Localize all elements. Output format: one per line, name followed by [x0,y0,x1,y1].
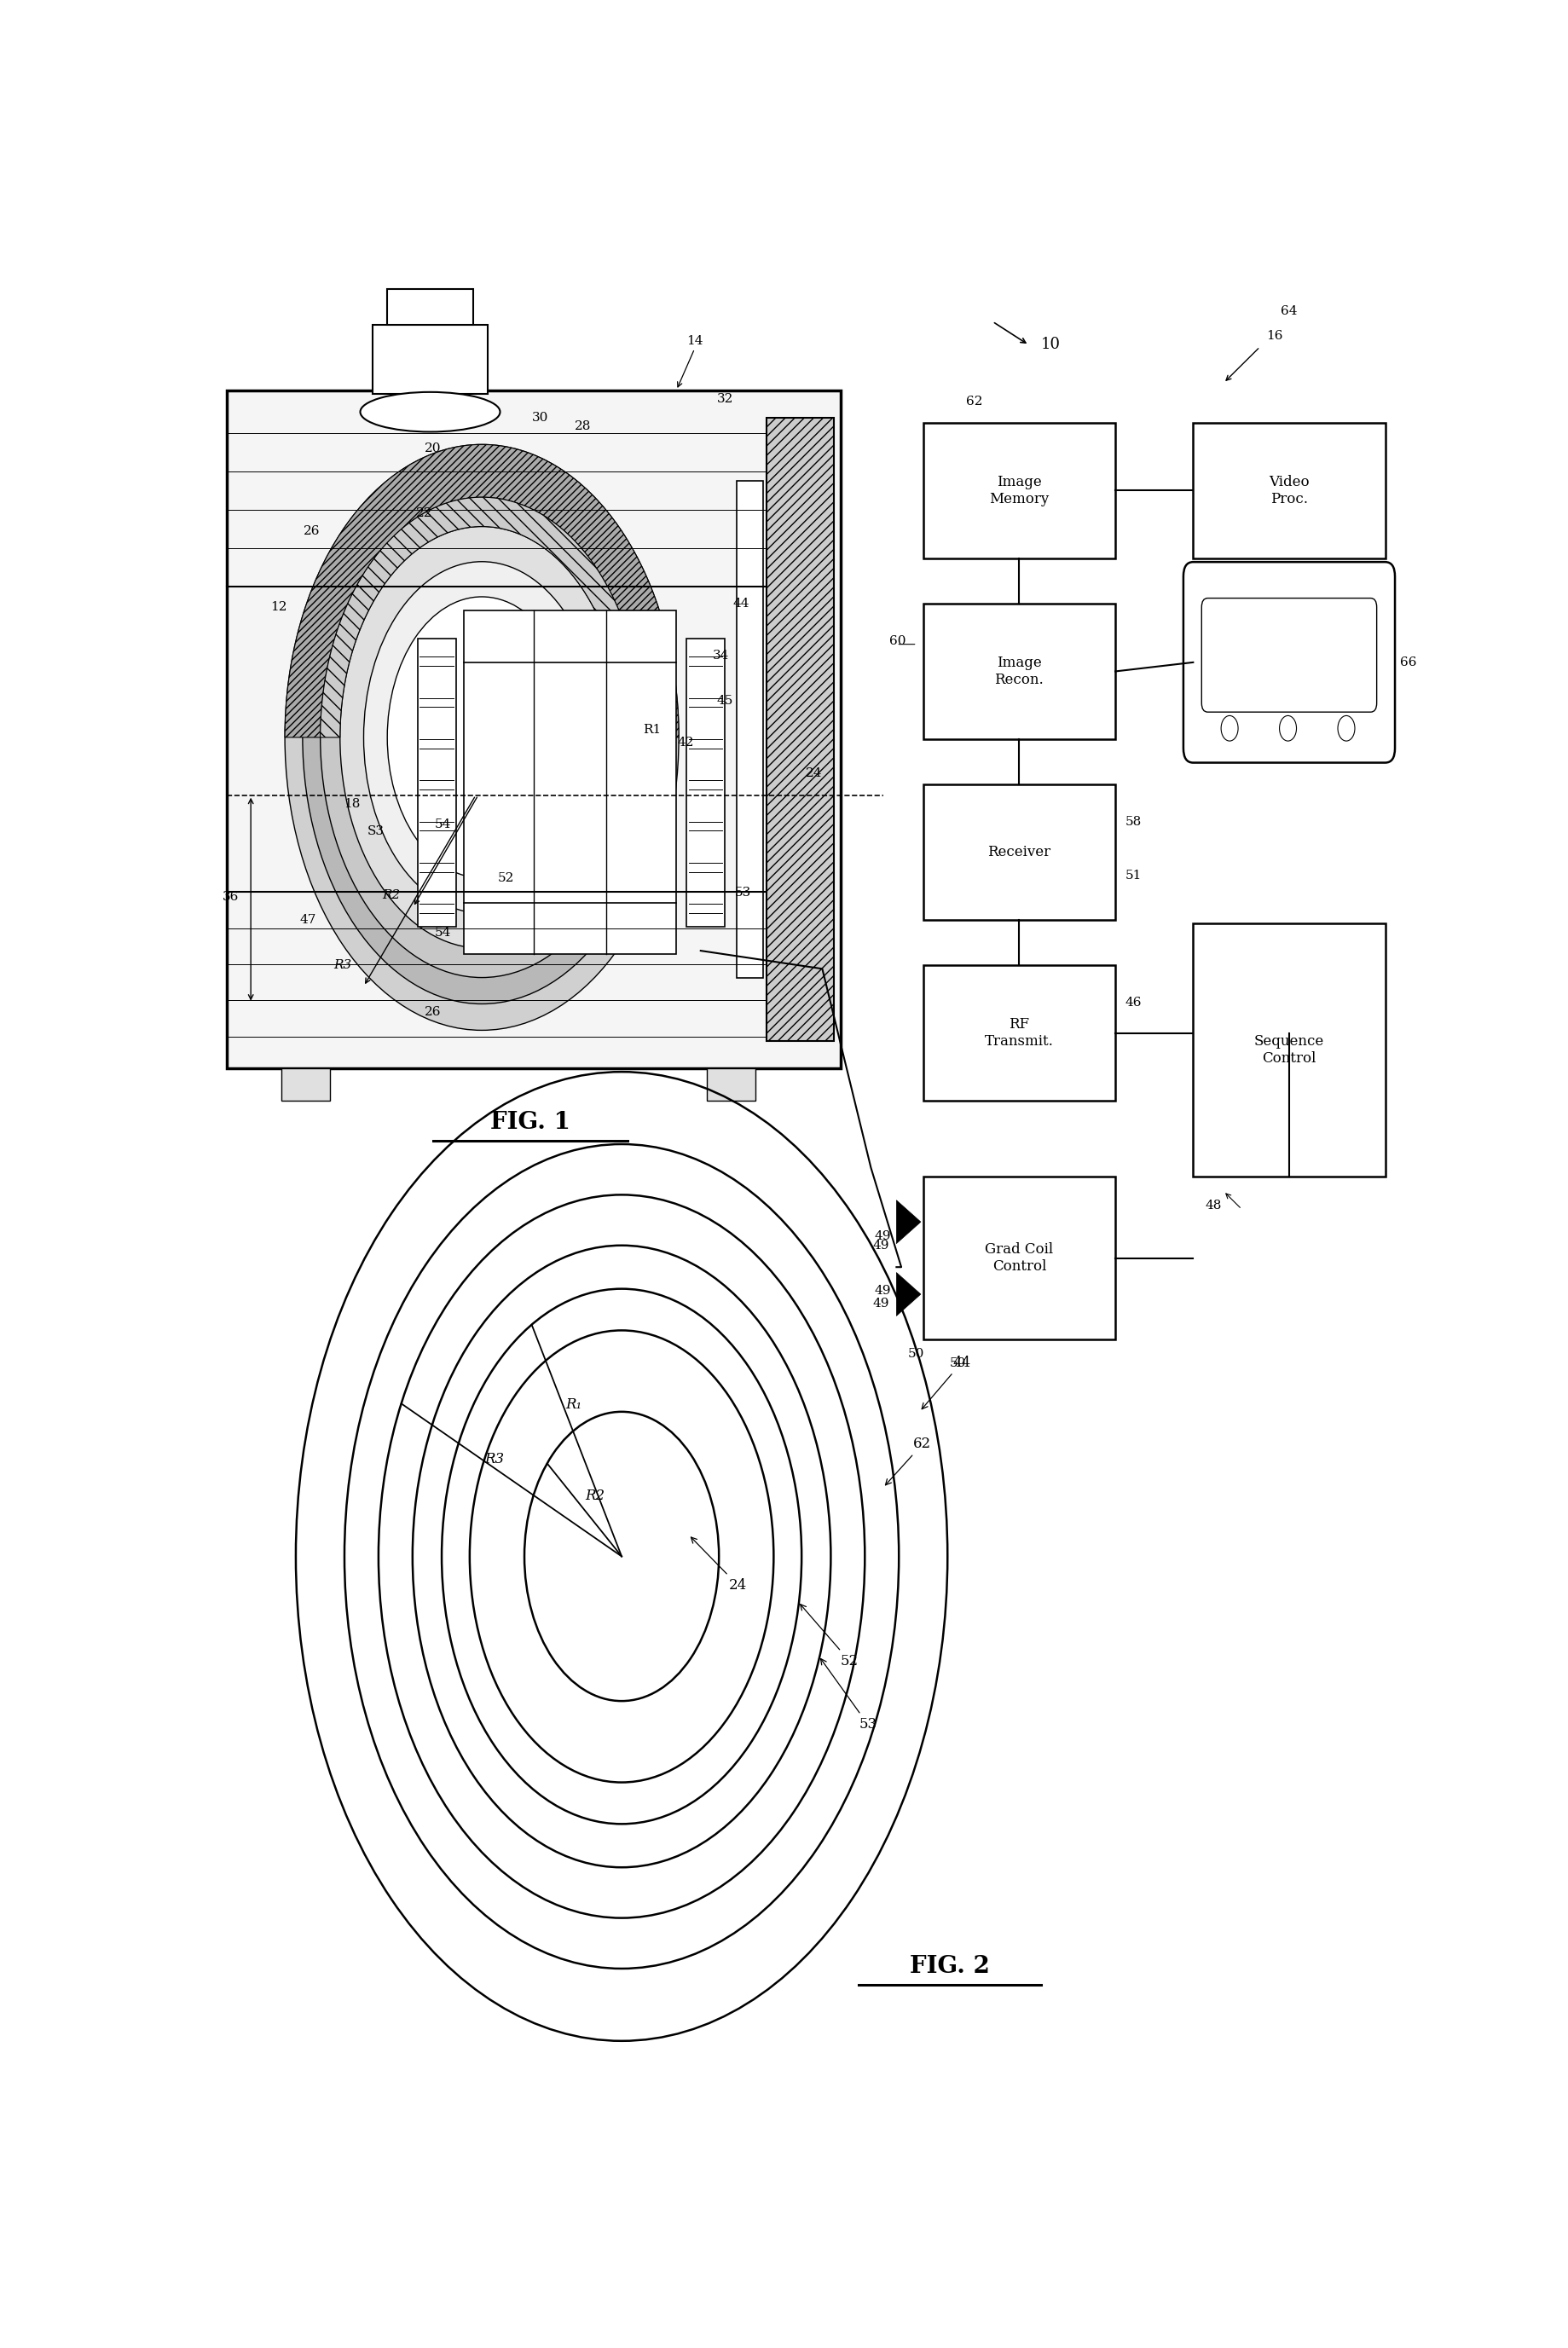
Circle shape [1338,716,1355,742]
Text: 48: 48 [1204,1200,1221,1212]
Polygon shape [320,498,643,737]
Circle shape [387,596,575,878]
Text: Sequence
Control: Sequence Control [1253,1035,1323,1066]
Text: 52: 52 [497,873,514,885]
Text: 58: 58 [1124,815,1142,826]
Text: 46: 46 [1124,996,1142,1007]
Text: 50: 50 [950,1357,966,1369]
Bar [735,481,762,977]
Text: Receiver: Receiver [988,845,1051,859]
Text: 44: 44 [922,1355,971,1409]
Text: 62: 62 [884,1437,931,1484]
Text: R2: R2 [383,890,400,902]
FancyBboxPatch shape [1201,599,1377,711]
Text: RF
Transmit.: RF Transmit. [985,1017,1054,1050]
Text: 64: 64 [1279,305,1297,317]
Text: 24: 24 [804,768,822,780]
Text: R2: R2 [585,1489,605,1503]
Circle shape [1279,716,1295,742]
Text: 49: 49 [872,1298,889,1310]
Text: 42: 42 [677,737,695,749]
Text: 47: 47 [299,913,317,925]
Text: Image
Recon.: Image Recon. [994,655,1043,688]
Bar [922,965,1115,1101]
Text: Image
Memory: Image Memory [989,474,1049,507]
Text: 34: 34 [713,650,729,662]
Text: R₁: R₁ [566,1397,582,1411]
Text: FIG. 2: FIG. 2 [909,1956,989,1979]
Bar [372,324,488,394]
Text: 45: 45 [717,695,732,707]
Bar [1192,423,1385,559]
Text: 60: 60 [889,634,905,646]
Text: 28: 28 [574,420,591,432]
Text: 51: 51 [1124,869,1142,883]
Polygon shape [895,1200,920,1244]
Text: 44: 44 [732,599,748,610]
Bar [922,423,1115,559]
Text: 26: 26 [303,526,320,538]
Text: 52: 52 [800,1604,858,1669]
Circle shape [340,526,624,949]
Bar [1192,923,1385,1176]
Text: FIG. 1: FIG. 1 [491,1111,571,1134]
Bar [922,784,1115,920]
Text: 18: 18 [343,798,359,810]
Text: 62: 62 [966,394,982,406]
Circle shape [285,444,679,1031]
Bar [767,418,833,1040]
Text: 30: 30 [532,411,549,423]
Text: 66: 66 [1399,657,1416,669]
Text: 36: 36 [223,890,240,902]
Text: R3: R3 [332,958,351,970]
Text: 26: 26 [425,1007,441,1019]
Text: 49: 49 [873,1284,891,1296]
Text: 54: 54 [434,927,452,939]
Text: R3: R3 [485,1451,503,1468]
Bar [922,1176,1115,1338]
Text: 22: 22 [416,507,433,519]
Text: 20: 20 [425,441,441,453]
Text: R1: R1 [643,723,660,737]
Bar [464,610,676,953]
Bar [417,639,456,927]
Text: 14: 14 [685,336,702,348]
Text: 53: 53 [820,1658,877,1730]
Text: 49: 49 [873,1230,891,1242]
Ellipse shape [361,392,500,432]
Text: 32: 32 [717,394,732,406]
Text: 12: 12 [270,601,287,613]
Circle shape [303,472,660,1005]
Bar [922,603,1115,740]
Text: 24: 24 [690,1538,746,1592]
Bar [685,639,724,927]
Text: 16: 16 [1265,331,1283,343]
Text: 49: 49 [872,1240,889,1251]
Text: 50: 50 [908,1348,924,1359]
Circle shape [1220,716,1237,742]
Circle shape [364,561,599,913]
Bar [387,289,474,324]
Circle shape [320,498,643,977]
FancyBboxPatch shape [1182,561,1394,763]
Polygon shape [895,1273,920,1315]
Text: 54: 54 [434,817,452,831]
Bar [281,1068,329,1101]
Text: Grad Coil
Control: Grad Coil Control [985,1242,1052,1273]
Text: 10: 10 [1041,336,1060,352]
Text: Video
Proc.: Video Proc. [1269,474,1309,507]
Bar [706,1068,756,1101]
Polygon shape [285,444,679,737]
Text: 53: 53 [735,888,751,899]
Bar [226,390,840,1068]
Text: S3: S3 [367,826,384,838]
